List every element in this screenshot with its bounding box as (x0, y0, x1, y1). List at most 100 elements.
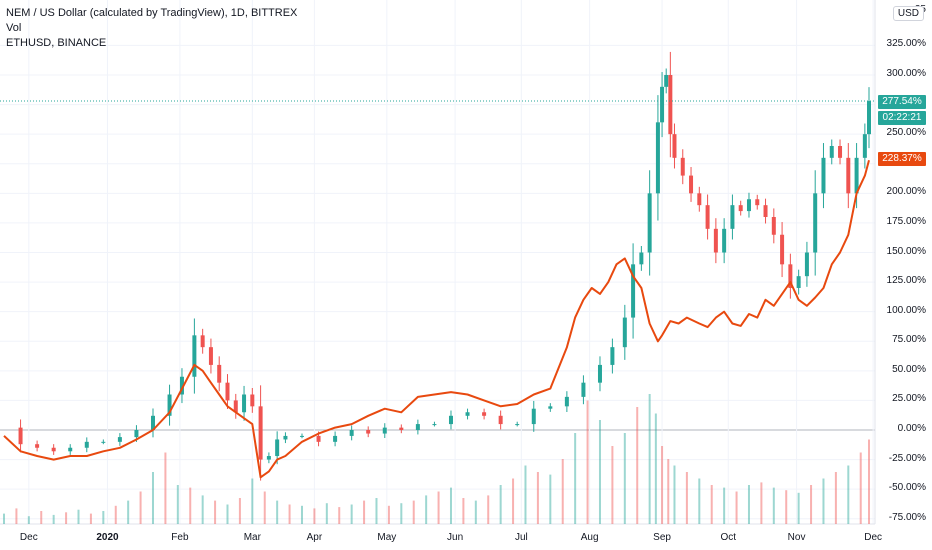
volume-bar (363, 500, 366, 524)
candle-body (179, 376, 184, 395)
volume-bar (487, 495, 490, 524)
candle-body (821, 157, 826, 194)
candle-body (755, 199, 760, 206)
candle-body (482, 412, 487, 416)
candle-body (804, 252, 809, 277)
volume-bar (598, 420, 601, 524)
candle-body (415, 424, 420, 430)
candle-body (780, 234, 785, 265)
candle-body (771, 217, 776, 235)
volume-bar (822, 478, 825, 524)
volume-bar (536, 472, 539, 524)
volume-bar (685, 472, 688, 524)
candle-body (399, 427, 404, 430)
candle-body (283, 435, 288, 440)
candle-body (622, 317, 627, 348)
volume-bar (151, 472, 154, 524)
volume-bar (723, 487, 726, 524)
candle-body (366, 430, 371, 434)
volume-bar (226, 504, 229, 524)
compare-series-line (3, 159, 870, 479)
candle-body (610, 347, 615, 365)
volume-bar (387, 505, 390, 524)
price-badge: 277.54% (878, 95, 926, 109)
candle-body (242, 394, 247, 413)
candle-body (465, 412, 470, 416)
volume-bar (52, 514, 55, 524)
legend-volume[interactable]: Vol (6, 22, 22, 34)
candle-body (35, 444, 40, 448)
x-tick-label: Mar (243, 532, 261, 543)
chart-grid (0, 0, 876, 525)
volume-bar (375, 498, 378, 524)
candle-body (448, 415, 453, 425)
y-tick-label: 0.00% (897, 423, 926, 434)
candle-body (796, 276, 801, 288)
x-tick-label: Nov (787, 532, 806, 543)
volume-bar (3, 513, 5, 524)
x-tick-label: Feb (171, 532, 189, 543)
volume-bar (673, 465, 676, 524)
volume-bar (89, 513, 92, 524)
volume-bar (77, 509, 80, 524)
candle-body (838, 146, 843, 158)
volume-bar (300, 505, 303, 524)
y-tick-label: 75.00% (892, 334, 926, 346)
compare-badge: 228.37% (878, 152, 926, 166)
volume-bar (201, 495, 204, 524)
y-tick-label: 175.00% (886, 215, 926, 227)
candle-body (134, 430, 139, 438)
candle-body (680, 157, 685, 176)
volume-bar (698, 478, 701, 524)
volume-bar (611, 446, 614, 524)
volume-bar (859, 452, 862, 524)
candle-body (672, 134, 677, 158)
candle-body (846, 157, 851, 194)
legend-compare-series[interactable]: ETHUSD, BINANCE (6, 37, 107, 49)
volume-bar (636, 407, 639, 524)
currency-button[interactable]: USD (892, 6, 924, 21)
volume-bar (474, 500, 477, 524)
y-tick-label: -75.00% (888, 511, 926, 523)
volume-bar (462, 498, 465, 524)
volume-bar (263, 491, 266, 524)
candle-body (655, 122, 660, 194)
volume-bar (449, 487, 452, 524)
y-tick-label: 300.00% (886, 68, 926, 79)
candle-body (18, 427, 23, 445)
volume-bar (561, 459, 564, 524)
candle-body (631, 264, 636, 318)
volume-bar (834, 472, 837, 524)
candle-body (349, 430, 354, 436)
candle-body (225, 382, 230, 401)
candle-body (432, 424, 437, 426)
volume-bar (868, 439, 870, 524)
candle-body (208, 347, 213, 365)
volume-bar (425, 495, 428, 524)
candle-body (498, 415, 503, 425)
volume-bar (65, 512, 68, 524)
x-tick-label: Sep (653, 532, 671, 543)
candle-body (192, 335, 197, 377)
volume-bar (710, 485, 713, 524)
volume-bar (139, 491, 142, 524)
candle-body (705, 205, 710, 229)
candle-body (233, 400, 238, 413)
volume-bar (412, 500, 415, 524)
volume-bar (288, 504, 291, 524)
countdown-badge: 02:22:21 (878, 111, 926, 125)
volume-bar (400, 503, 403, 524)
x-tick-label: Aug (580, 532, 599, 543)
legend-main-series[interactable]: NEM / US Dollar (calculated by TradingVi… (6, 7, 298, 19)
candle-body (266, 456, 271, 460)
volume-bar (735, 491, 738, 524)
volume-bar (512, 478, 515, 524)
y-tick-label: -50.00% (888, 482, 926, 494)
candle-body (531, 408, 536, 425)
volume-bar (251, 478, 254, 524)
candle-body (867, 101, 871, 135)
volume-bar (40, 511, 43, 524)
candle-body (829, 146, 834, 158)
candle-body (299, 435, 304, 437)
